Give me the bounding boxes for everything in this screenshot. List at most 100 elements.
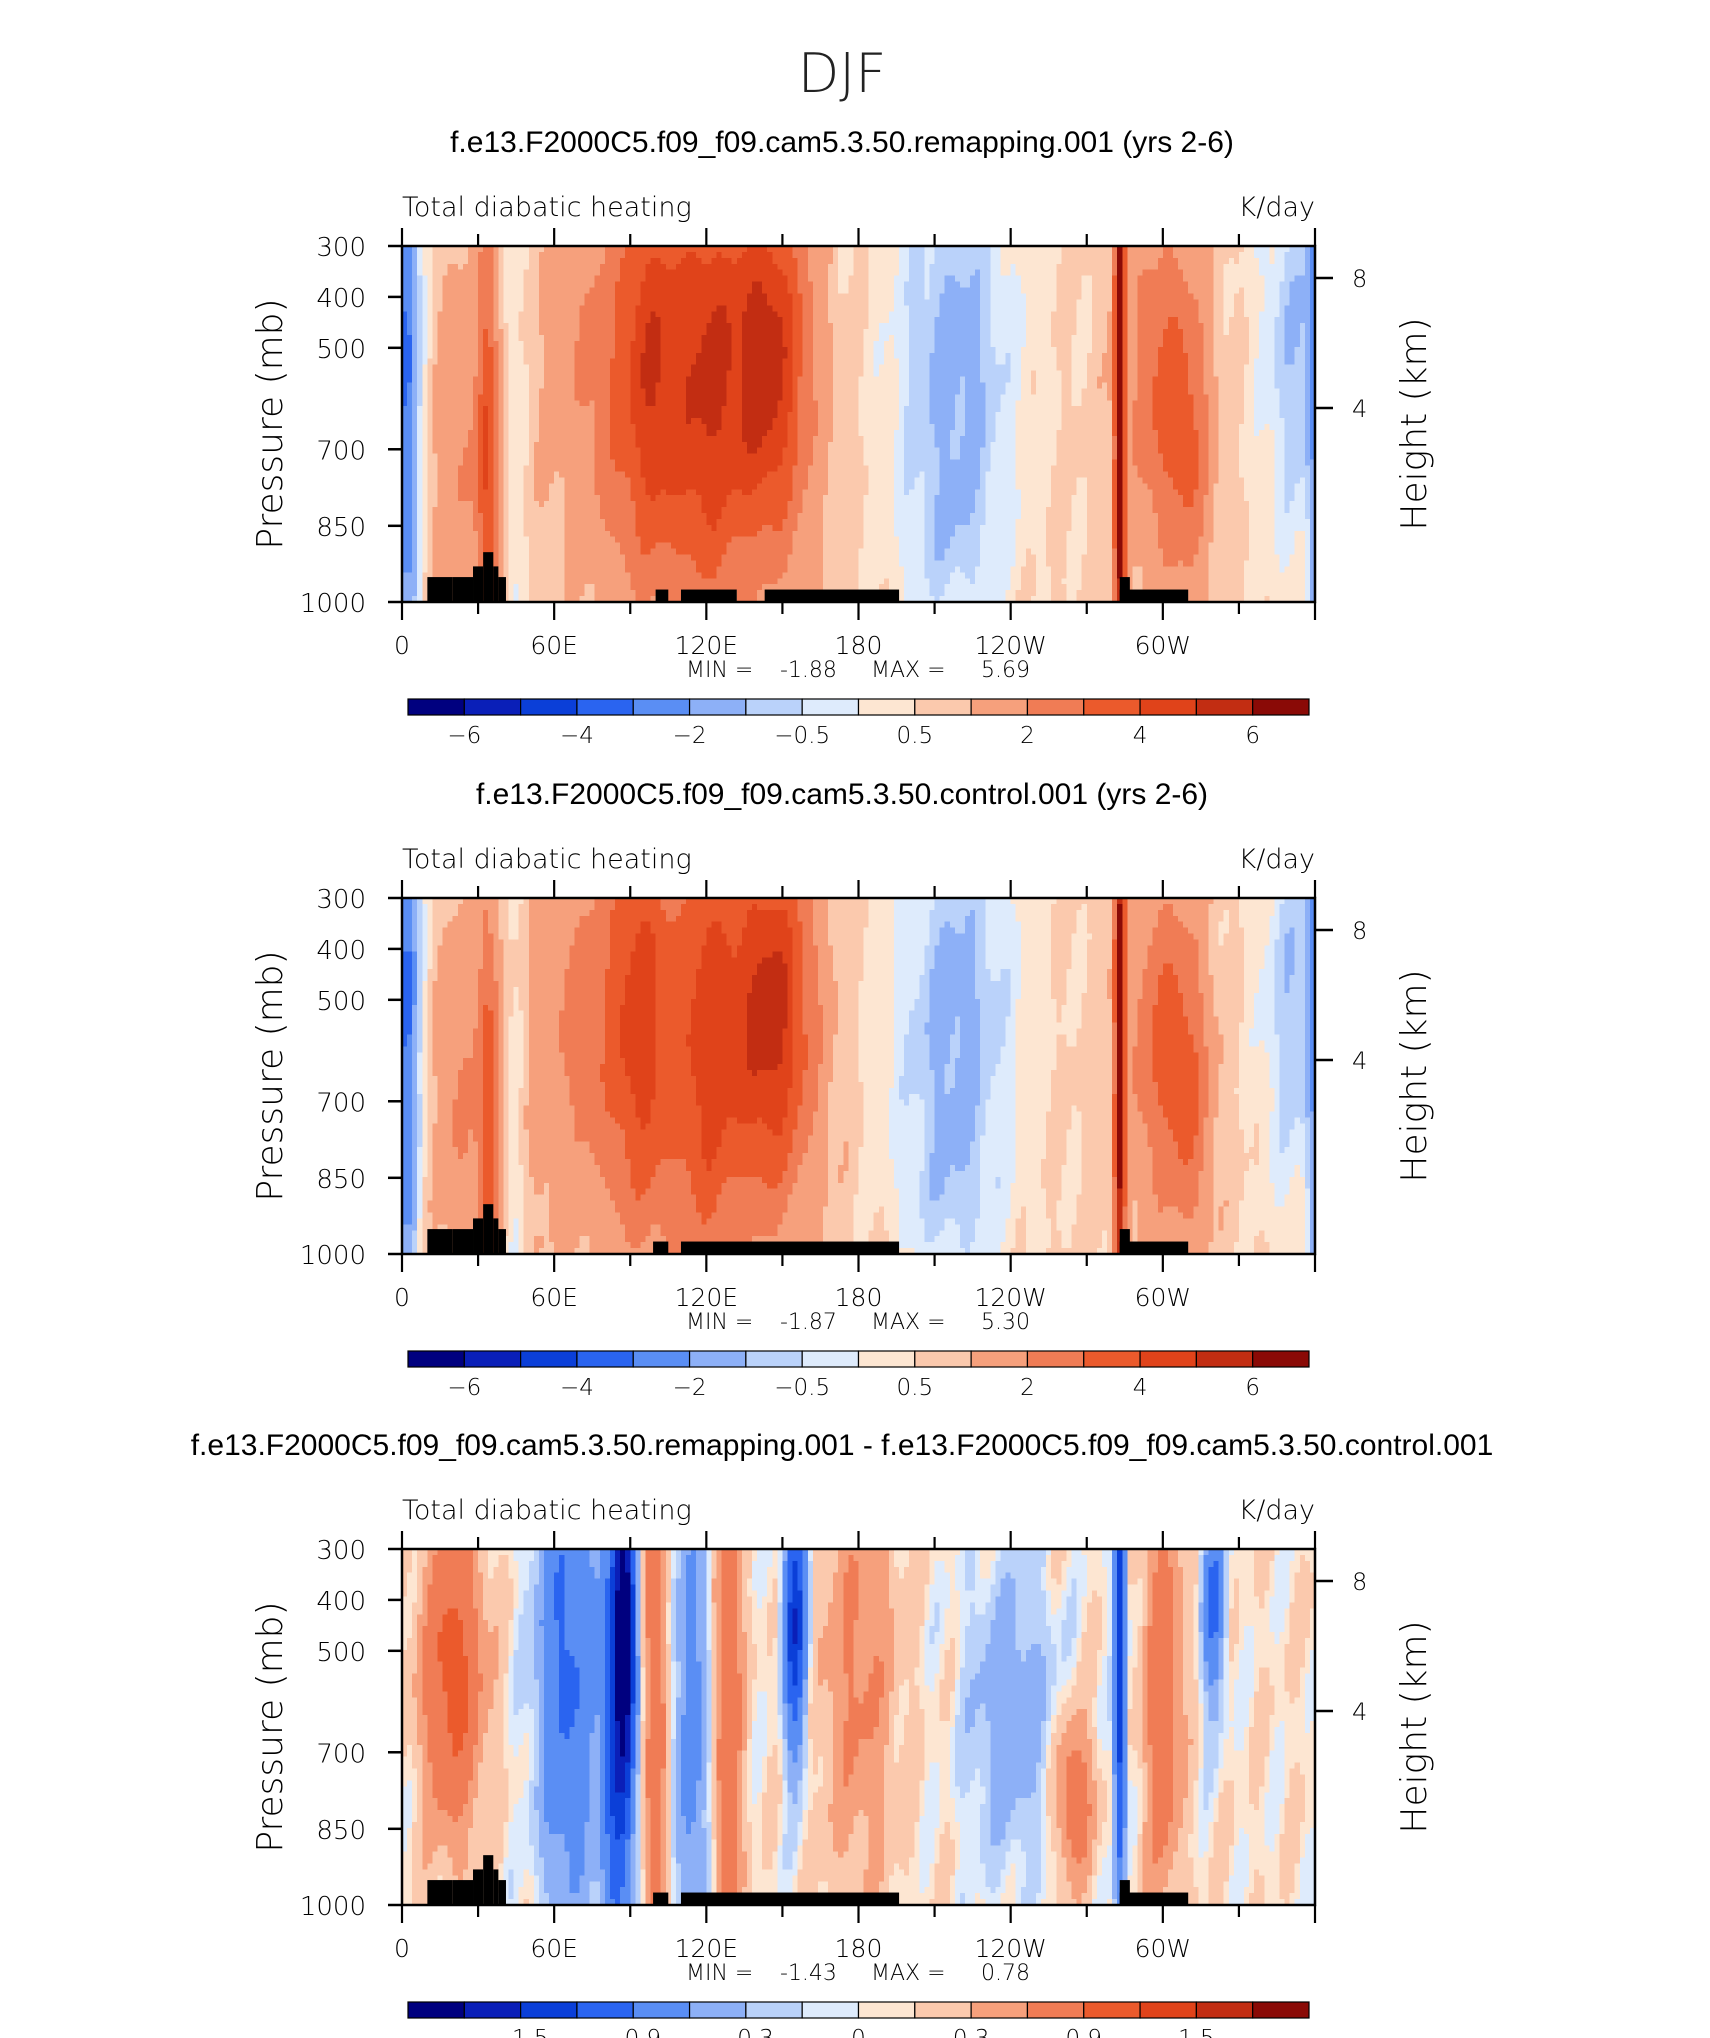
heatmap-cell — [1168, 270, 1174, 277]
heatmap-cell — [803, 276, 809, 283]
heatmap-cell — [752, 305, 758, 312]
heatmap-cell — [1249, 341, 1255, 348]
heatmap-cell — [762, 317, 768, 324]
heatmap-cell — [1158, 258, 1164, 265]
heatmap-cell — [772, 305, 778, 312]
heatmap-cell — [1016, 264, 1022, 271]
heatmap-cell — [1295, 299, 1301, 306]
heatmap-cell — [727, 335, 733, 342]
heatmap-cell — [1036, 317, 1042, 324]
heatmap-cell — [412, 288, 418, 295]
heatmap-cell — [1087, 305, 1093, 312]
heatmap-cell — [1285, 371, 1291, 378]
heatmap-cell — [930, 258, 936, 265]
heatmap-cell — [909, 270, 915, 277]
heatmap-cell — [1046, 258, 1052, 265]
heatmap-cell — [722, 299, 728, 306]
heatmap-cell — [529, 293, 535, 300]
heatmap-cell — [696, 323, 702, 330]
heatmap-cell — [980, 371, 986, 378]
heatmap-cell — [970, 359, 976, 366]
heatmap-cell — [995, 323, 1001, 330]
heatmap-cell — [1143, 329, 1149, 336]
heatmap-cell — [1198, 282, 1204, 289]
heatmap-cell — [1193, 299, 1199, 306]
heatmap-cell — [894, 311, 900, 318]
heatmap-cell — [686, 341, 692, 348]
heatmap-cell — [432, 377, 438, 384]
heatmap-cell — [676, 359, 682, 366]
heatmap-cell — [635, 252, 641, 259]
heatmap-cell — [498, 359, 504, 366]
heatmap-cell — [514, 299, 520, 306]
heatmap-cell — [787, 365, 793, 372]
heatmap-cell — [884, 365, 890, 372]
heatmap-cell — [1112, 311, 1118, 318]
heatmap-cell — [432, 353, 438, 360]
heatmap-cell — [1011, 311, 1017, 318]
heatmap-cell — [1137, 347, 1143, 354]
heatmap-cell — [574, 258, 580, 265]
heatmap-cell — [1026, 359, 1032, 366]
heatmap-cell — [940, 288, 946, 295]
heatmap-cell — [590, 323, 596, 330]
heatmap-cell — [686, 317, 692, 324]
heatmap-cell — [529, 365, 535, 372]
heatmap-cell — [767, 359, 773, 366]
heatmap-cell — [833, 288, 839, 295]
heatmap-cell — [1163, 299, 1169, 306]
heatmap-cell — [645, 353, 651, 360]
heatmap-cell — [1274, 252, 1280, 259]
heatmap-cell — [1046, 299, 1052, 306]
heatmap-cell — [1198, 305, 1204, 312]
heatmap-cell — [564, 264, 570, 271]
heatmap-cell — [671, 341, 677, 348]
heatmap-cell — [924, 353, 930, 360]
heatmap-cell — [869, 353, 875, 360]
heatmap-cell — [554, 282, 560, 289]
heatmap-cell — [752, 258, 758, 265]
heatmap-cell — [975, 347, 981, 354]
heatmap-cell — [453, 329, 459, 336]
heatmap-cell — [828, 293, 834, 300]
heatmap-cell — [1117, 335, 1123, 342]
heatmap-cell — [1087, 293, 1093, 300]
heatmap-cell — [1153, 365, 1159, 372]
heatmap-cell — [711, 311, 717, 318]
heatmap-cell — [1300, 276, 1306, 283]
heatmap-cell — [1264, 353, 1270, 360]
heatmap-cell — [1158, 317, 1164, 324]
heatmap-cell — [1006, 288, 1012, 295]
heatmap-cell — [1097, 311, 1103, 318]
heatmap-cell — [955, 323, 961, 330]
heatmap-cell — [463, 258, 469, 265]
heatmap-cell — [1066, 252, 1072, 259]
heatmap-cell — [843, 293, 849, 300]
heatmap-cell — [600, 371, 606, 378]
heatmap-cell — [823, 311, 829, 318]
heatmap-cell — [630, 252, 636, 259]
heatmap-cell — [798, 329, 804, 336]
heatmap-cell — [559, 365, 565, 372]
heatmap-cell — [777, 299, 783, 306]
heatmap-cell — [478, 335, 484, 342]
heatmap-cell — [1112, 341, 1118, 348]
heatmap-cell — [960, 252, 966, 259]
heatmap-cell — [417, 371, 423, 378]
heatmap-cell — [503, 341, 509, 348]
heatmap-cell — [1178, 293, 1184, 300]
heatmap-cell — [610, 335, 616, 342]
heatmap-cell — [534, 359, 540, 366]
heatmap-cell — [559, 317, 565, 324]
heatmap-cell — [514, 365, 520, 372]
heatmap-cell — [1132, 282, 1138, 289]
heatmap-cell — [559, 270, 565, 277]
heatmap-cell — [813, 341, 819, 348]
heatmap-cell — [828, 353, 834, 360]
heatmap-cell — [1305, 311, 1311, 318]
heatmap-cell — [519, 293, 525, 300]
heatmap-cell — [691, 293, 697, 300]
heatmap-cell — [1163, 371, 1169, 378]
heatmap-cell — [722, 264, 728, 271]
heatmap-cell — [696, 305, 702, 312]
